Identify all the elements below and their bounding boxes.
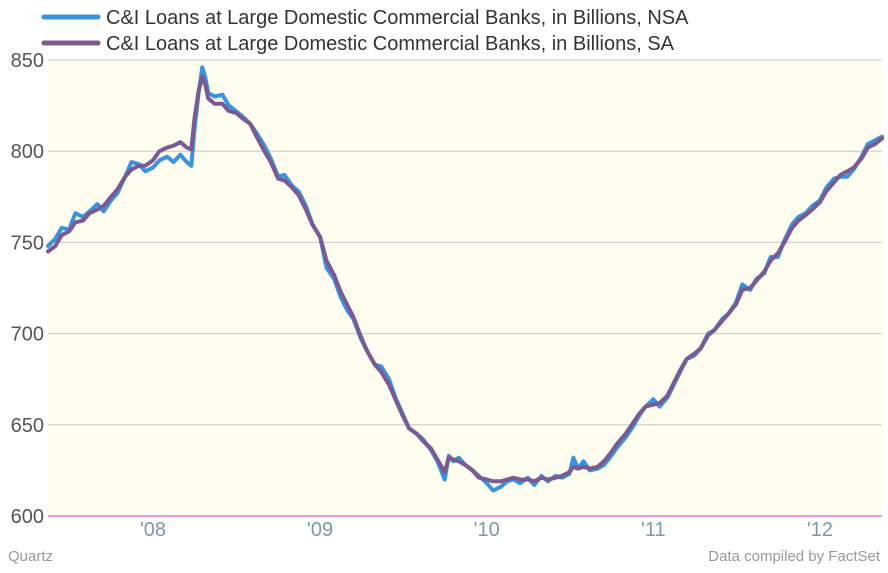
footer-source-right: Data compiled by FactSet: [708, 548, 881, 565]
series-lines: [46, 65, 884, 493]
legend-label-sa: C&I Loans at Large Domestic Commercial B…: [106, 33, 675, 55]
y-tick-label: 600: [11, 506, 44, 528]
x-tick-label: '08: [140, 519, 166, 541]
y-tick-label: 650: [11, 415, 44, 437]
y-tick-label: 750: [11, 232, 44, 254]
footer-source-left: Quartz: [8, 548, 53, 565]
y-tick-label: 800: [11, 141, 44, 163]
series-line-sa: [46, 74, 884, 484]
legend-label-nsa: C&I Loans at Large Domestic Commercial B…: [106, 7, 689, 29]
legend: C&I Loans at Large Domestic Commercial B…: [41, 7, 689, 55]
y-tick-label: 700: [11, 324, 44, 346]
x-tick-label: '12: [807, 519, 833, 541]
x-tick-label: '11: [641, 519, 666, 541]
plot-background: [48, 60, 882, 516]
x-tick-label: '10: [474, 519, 500, 541]
x-tick-label: '09: [307, 519, 333, 541]
x-axis-tick-labels: '08 '09 '10 '11 '12: [140, 519, 833, 541]
y-tick-label: 850: [11, 50, 44, 72]
y-axis-tick-labels: 600 650 700 750 800 850: [11, 50, 44, 528]
gridlines: [48, 59, 882, 426]
